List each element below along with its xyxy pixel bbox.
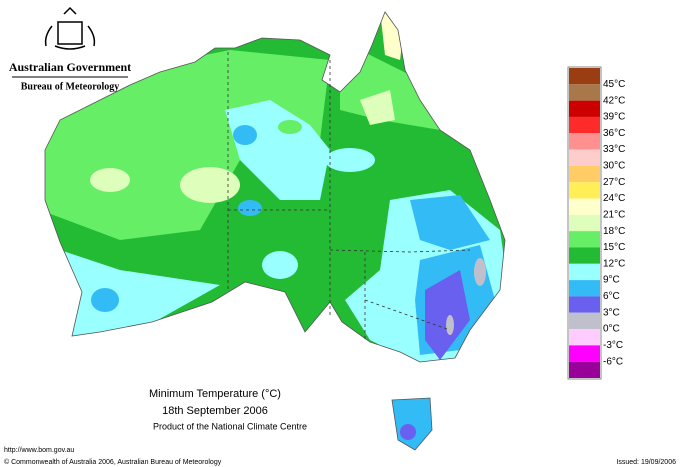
legend-label: 12°C [603,258,625,269]
legend-swatch [569,280,600,297]
legend-swatch [569,116,600,134]
legend-swatch [569,231,600,248]
legend-label: -6°C [603,356,623,367]
map-title: Minimum Temperature (°C) [149,388,281,400]
legend-swatch [569,214,600,232]
legend-label: -3°C [603,340,623,351]
legend-swatch [569,312,600,330]
issued: Issued: 19/09/2006 [616,459,676,466]
legend-label: 0°C [603,324,620,335]
legend-swatch [569,247,600,264]
legend-label: 24°C [603,193,625,204]
legend-swatch [569,149,600,166]
map-date: 18th September 2006 [162,405,268,417]
legend-swatch [569,198,600,215]
legend-label: 45°C [603,79,625,90]
legend-label: 18°C [603,226,625,237]
legend-label: 39°C [603,112,625,123]
legend-label: 42°C [603,95,625,106]
legend-swatch [569,329,600,346]
legend-swatch [569,84,600,101]
legend-label: 21°C [603,209,625,220]
legend-label: 36°C [603,128,625,139]
bureau: Bureau of Meteorology [21,81,120,92]
legend-label: 6°C [603,291,620,302]
legend-label: 27°C [603,177,625,188]
legend-swatch [569,263,600,281]
legend-swatch [569,100,600,117]
legend-swatch [569,133,600,150]
legend-label: 9°C [603,275,620,286]
legend-label: 33°C [603,144,625,155]
legend-swatch [569,345,600,362]
crest [44,6,96,50]
legend-swatch [569,68,600,85]
legend-swatch [569,182,600,199]
legend-swatch [569,296,600,313]
url: http://www.bom.gov.au [4,447,74,454]
government: Australian Government [9,60,131,74]
copyright: © Commonwealth of Australia 2006, Austra… [4,458,222,466]
legend-label: 30°C [603,161,625,172]
legend-label: 15°C [603,242,625,253]
legend-label: 3°C [603,307,620,318]
state-borders [227,52,471,340]
legend-swatch [569,165,600,183]
product: Product of the National Climate Centre [153,421,307,431]
legend: 45°C 42°C 39°C 36°C 33°C 30°C 27°C 24°C 21°C 18°C… [567,66,625,380]
legend-swatch [569,361,600,378]
